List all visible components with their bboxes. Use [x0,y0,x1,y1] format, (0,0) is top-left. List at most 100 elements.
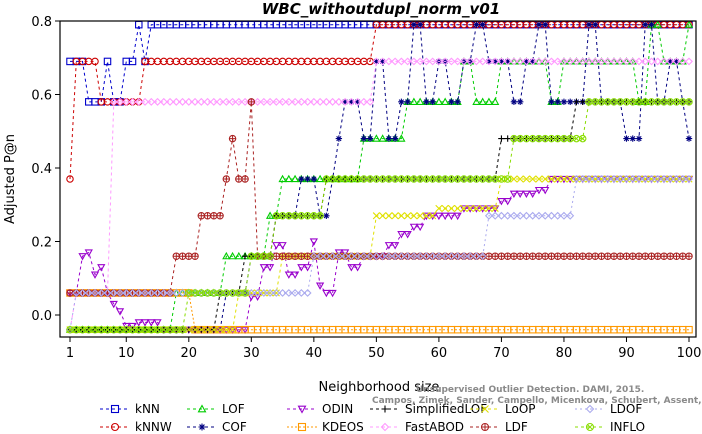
data-point [678,252,687,260]
data-point [484,57,493,66]
data-point [509,211,518,220]
data-point [147,97,156,106]
data-point [567,98,574,106]
data-point [479,21,486,28]
data-point [191,326,199,334]
data-point [685,252,693,260]
data-point [341,97,350,106]
data-point [353,97,362,106]
data-point [472,204,481,213]
data-point [122,288,131,297]
data-point [115,308,125,316]
data-point [685,57,693,66]
data-point [447,252,456,261]
series-simplifiedlof [66,98,693,333]
data-point [603,57,612,66]
data-point [484,97,494,105]
data-point [672,175,681,184]
data-point [290,271,300,279]
legend-item: ODIN [287,402,353,416]
data-point [441,212,450,221]
data-point [485,204,493,213]
data-point [503,252,512,260]
data-point [315,282,325,290]
data-point [416,97,425,105]
data-point [491,58,499,65]
data-point [466,252,474,260]
data-point [241,289,249,297]
data-point [497,211,506,220]
legend-label: SimplifiedLOF [405,402,487,416]
data-point [379,58,386,65]
data-point [197,97,206,106]
data-point [584,57,593,66]
data-point [566,211,575,220]
data-point [491,97,500,105]
data-point [266,288,275,297]
data-point [616,175,625,184]
data-point [110,289,118,297]
data-point [497,252,506,260]
data-point [303,288,312,297]
data-point [616,57,625,66]
data-point [660,252,668,260]
data-point [178,325,187,334]
data-point [528,190,537,199]
data-point [253,97,262,106]
data-point [241,175,249,183]
data-point [566,57,575,66]
data-point [410,21,418,28]
data-point [653,57,662,66]
data-point [522,57,531,66]
data-point [660,57,668,66]
data-point [554,175,562,183]
data-point [210,212,218,220]
data-point [491,57,500,66]
data-point [303,264,312,272]
data-point [447,212,456,221]
legend-label: INFLO [610,420,645,434]
data-point [159,97,168,106]
data-point [334,97,343,106]
data-point [666,175,674,183]
data-point [610,252,618,260]
data-point [172,288,181,297]
data-point [379,212,387,220]
data-point [328,252,337,261]
data-point [216,212,224,220]
data-point [359,252,368,261]
data-point [560,252,568,260]
data-point [435,204,443,213]
y-tick-label: 0.0 [31,309,52,324]
data-point [372,252,381,261]
data-point [253,293,262,301]
data-point [498,58,505,65]
data-point [378,134,387,142]
data-point [491,252,499,260]
data-point [522,252,531,260]
data-point [653,175,662,184]
data-point [572,252,581,260]
data-point [265,211,275,219]
data-point [147,288,156,297]
data-point [66,175,74,183]
data-point [354,98,361,106]
data-point [153,288,162,297]
data-point [616,175,624,183]
data-point [510,252,518,260]
data-point [566,252,574,260]
data-point [547,175,556,183]
data-point [315,174,325,183]
data-point [503,175,512,183]
data-point [216,97,225,106]
legend: kNN kNNW LOF COF ODIN KDEOS SimplifiedLOF FastA… [100,402,645,434]
legend-swatch-marker [198,423,206,431]
data-point [647,175,656,184]
data-point [397,252,406,261]
data-point [667,58,674,65]
data-point [253,288,262,297]
data-point [504,58,511,65]
data-point [191,252,199,260]
data-point [272,242,281,250]
data-point [203,326,212,334]
